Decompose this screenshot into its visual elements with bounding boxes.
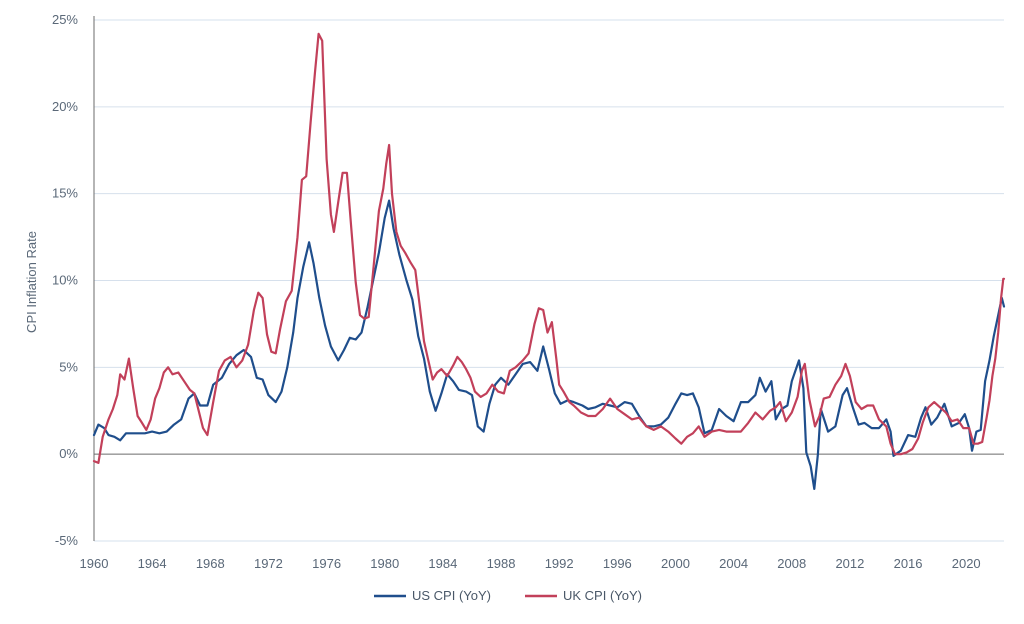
y-tick-label: 5% [59, 359, 78, 374]
y-tick-label: 10% [52, 273, 78, 288]
series-line-us-cpi [92, 199, 1006, 490]
gridlines [94, 19, 1004, 542]
x-tick-label: 1976 [312, 556, 341, 571]
legend-label-us-cpi: US CPI (YoY) [412, 588, 491, 603]
x-tick-label: 2012 [835, 556, 864, 571]
x-tick-label: 2020 [952, 556, 981, 571]
y-tick-label: 0% [59, 446, 78, 461]
x-tick-label: 1968 [196, 556, 225, 571]
series-line-uk-cpi [92, 32, 1006, 464]
x-tick-label: 2008 [777, 556, 806, 571]
x-tick-label: 1984 [428, 556, 457, 571]
y-tick-label: 15% [52, 186, 78, 201]
x-tick-label: 1992 [545, 556, 574, 571]
axes: 25% 20% 15% 10% 5% 0% -5%1960 1964 1968 1972 1976 1… [52, 12, 981, 571]
y-tick-label: 20% [52, 99, 78, 114]
x-tick-label: 2016 [894, 556, 923, 571]
x-tick-label: 1960 [80, 556, 109, 571]
x-tick-label: 1980 [370, 556, 399, 571]
y-tick-label: -5% [55, 533, 79, 548]
legend-label-uk-cpi: UK CPI (YoY) [563, 588, 642, 603]
series-lines [92, 32, 1006, 490]
x-tick-label: 2000 [661, 556, 690, 571]
legend: US CPI (YoY) UK CPI (YoY) [374, 588, 642, 603]
x-tick-label: 1988 [487, 556, 516, 571]
x-tick-label: 1972 [254, 556, 283, 571]
x-tick-label: 1996 [603, 556, 632, 571]
x-tick-label: 1964 [138, 556, 167, 571]
y-axis-title: CPI Inflation Rate [24, 231, 39, 333]
x-tick-label: 2004 [719, 556, 748, 571]
y-tick-label: 25% [52, 12, 78, 27]
